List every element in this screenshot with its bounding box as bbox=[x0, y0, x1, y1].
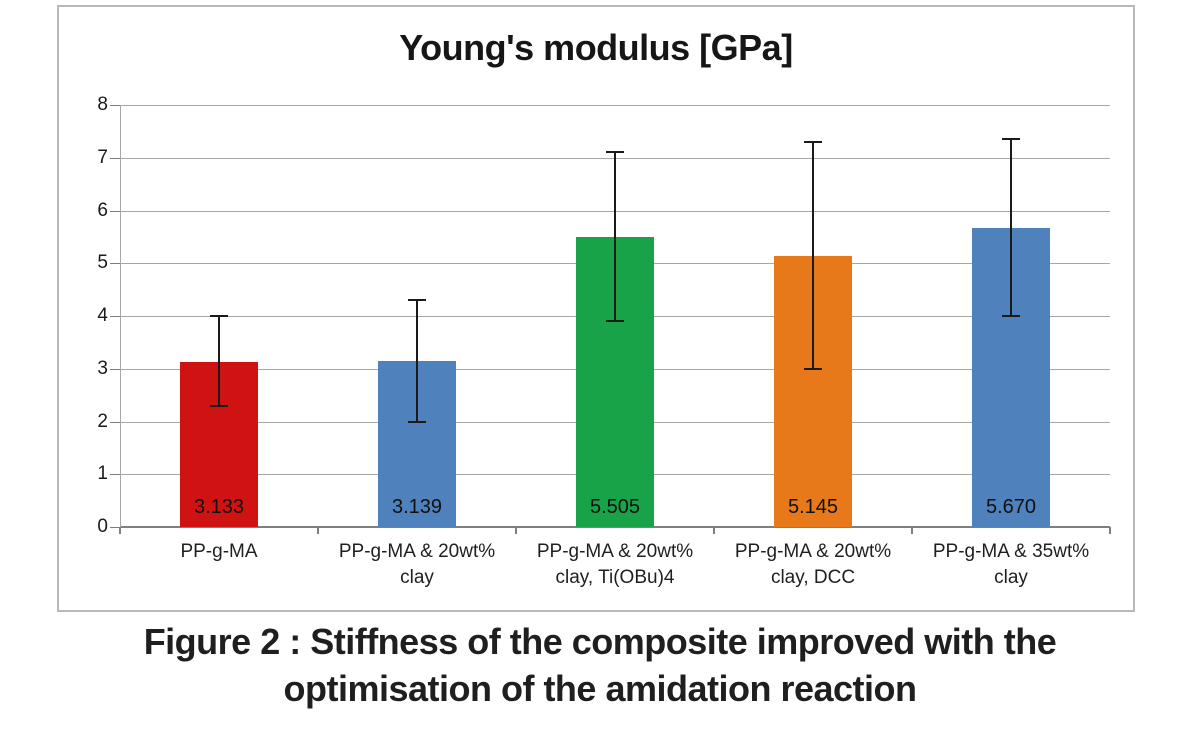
bar-value-label: 5.670 bbox=[985, 496, 1037, 518]
y-tick bbox=[110, 157, 120, 159]
x-tick bbox=[713, 527, 715, 534]
error-bar-cap bbox=[804, 367, 822, 370]
x-category-label-4: PP-g-MA & 20wt% clay, DCC bbox=[714, 539, 912, 591]
y-tick bbox=[110, 368, 120, 370]
caption-line-2: optimisation of the amidation reaction bbox=[283, 668, 917, 709]
x-category-label-5: PP-g-MA & 35wt% clay bbox=[912, 539, 1110, 591]
x-tick bbox=[119, 527, 121, 534]
x-category-label-line: clay bbox=[994, 567, 1028, 588]
x-tick bbox=[515, 527, 517, 534]
x-category-label-3: PP-g-MA & 20wt% clay, Ti(OBu)4 bbox=[516, 539, 714, 591]
y-tick bbox=[110, 474, 120, 476]
error-bar-cap bbox=[210, 404, 228, 407]
error-bar-cap bbox=[408, 420, 426, 423]
error-bar bbox=[812, 141, 814, 369]
bar-value-label: 3.139 bbox=[391, 496, 443, 518]
y-tick bbox=[110, 263, 120, 265]
figure-caption: Figure 2 : Stiffness of the composite im… bbox=[0, 618, 1200, 712]
error-bar-cap bbox=[408, 299, 426, 302]
x-category-label-2: PP-g-MA & 20wt% clay bbox=[318, 539, 516, 591]
y-tick-label: 0 bbox=[97, 516, 108, 537]
y-tick bbox=[110, 527, 120, 528]
x-tick bbox=[1109, 527, 1111, 534]
y-tick-label: 2 bbox=[97, 410, 108, 432]
x-category-label-line: PP-g-MA & 20wt% bbox=[536, 541, 694, 562]
x-tick bbox=[317, 527, 319, 534]
x-category-label-line: clay, DCC bbox=[770, 567, 856, 588]
bar-value-label: 5.505 bbox=[589, 496, 641, 518]
y-tick-label: 4 bbox=[97, 305, 108, 326]
y-tick-label: 3 bbox=[97, 357, 108, 379]
x-axis-labels: PP-g-MA PP-g-MA & 20wt% clay PP-g-MA & 20wt… bbox=[120, 539, 1110, 591]
y-tick-label: 5 bbox=[97, 252, 108, 274]
x-axis-line bbox=[120, 526, 1110, 528]
y-tick bbox=[110, 105, 120, 106]
y-tick-label: 7 bbox=[97, 146, 108, 168]
error-bar bbox=[416, 300, 418, 422]
x-category-label-line: clay, Ti(OBu)4 bbox=[555, 567, 675, 588]
y-tick-label: 1 bbox=[97, 463, 108, 485]
error-bar-cap bbox=[210, 315, 228, 317]
x-category-label-line: PP-g-MA & 20wt% bbox=[338, 541, 496, 562]
error-bar bbox=[1010, 139, 1012, 316]
bar-value-label: 5.145 bbox=[787, 496, 839, 518]
bar-value-label: 3.133 bbox=[193, 496, 245, 518]
y-tick-label: 6 bbox=[97, 199, 108, 221]
x-category-label-line: PP-g-MA bbox=[180, 541, 258, 562]
y-axis-line bbox=[120, 105, 121, 527]
error-bar-cap bbox=[1002, 138, 1020, 141]
x-category-label-line: PP-g-MA & 35wt% bbox=[932, 541, 1090, 562]
x-category-label-line: clay bbox=[400, 567, 434, 588]
caption-line-1: Figure 2 : Stiffness of the composite im… bbox=[143, 621, 1057, 662]
error-bar-cap bbox=[606, 320, 624, 323]
error-bar-cap bbox=[804, 140, 822, 143]
x-category-label-line: PP-g-MA & 20wt% bbox=[734, 541, 892, 562]
error-bar bbox=[218, 316, 220, 406]
y-tick bbox=[110, 210, 120, 212]
gridline bbox=[120, 105, 1110, 106]
x-tick bbox=[911, 527, 913, 534]
x-category-label-1: PP-g-MA bbox=[120, 539, 318, 591]
y-tick bbox=[110, 421, 120, 423]
chart-frame: Young's modulus [GPa] 0 1 2 3 4 5 6 7 8 3.133 3.13… bbox=[57, 5, 1135, 612]
plot-area: 0 1 2 3 4 5 6 7 8 3.133 3.139 5.505 5.145 5.670 bbox=[97, 94, 1111, 537]
error-bar-cap bbox=[606, 151, 624, 154]
y-tick-label: 8 bbox=[97, 94, 108, 115]
y-tick bbox=[110, 316, 120, 317]
error-bar bbox=[614, 152, 616, 322]
chart-title: Young's modulus [GPa] bbox=[399, 27, 793, 68]
error-bar-cap bbox=[1002, 315, 1020, 317]
